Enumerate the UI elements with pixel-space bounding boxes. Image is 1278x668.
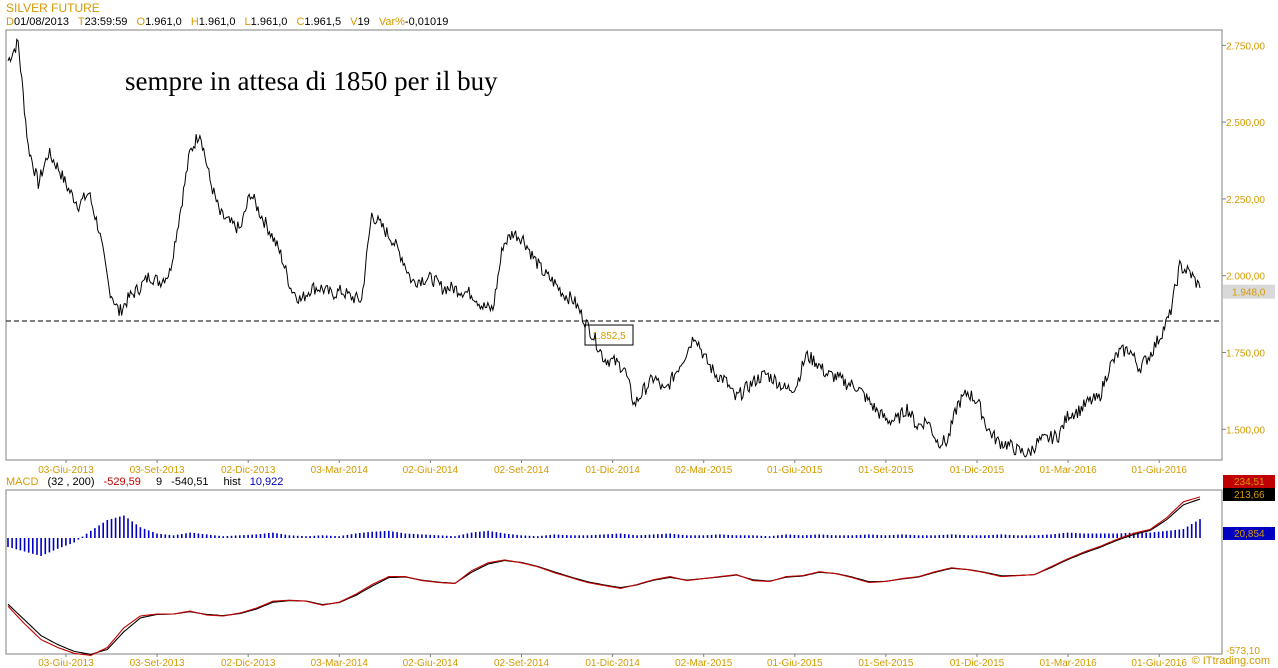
ohlc-key: O <box>136 16 146 28</box>
macd-line <box>7 496 1201 656</box>
chart-annotation: sempre in attesa di 1850 per il buy <box>125 66 498 96</box>
macd-panel-frame <box>5 489 1223 655</box>
macd-value-label: 20,854 <box>1234 529 1265 540</box>
last-value-label: 1.948,0 <box>1232 288 1266 299</box>
x-tick-label: 02-Set-2014 <box>494 658 549 668</box>
y-tick-label: 2.250,00 <box>1226 195 1265 206</box>
ohlc-value: 01/08/2013 <box>13 16 70 28</box>
x-tick-label: 01-Dic-2014 <box>585 465 640 476</box>
ohlc-readout: D01/08/2013 T23:59:59 O1.961,0 H1.961,0 … <box>6 16 448 28</box>
x-tick-label: 02-Giu-2014 <box>403 465 459 476</box>
x-tick-label: 02-Set-2014 <box>494 465 549 476</box>
price-panel-frame <box>5 29 1223 461</box>
x-tick-label: 03-Mar-2014 <box>311 465 369 476</box>
ohlc-key: Var% <box>378 16 405 28</box>
ohlc-key: L <box>244 16 251 28</box>
x-tick-label: 01-Dic-2015 <box>950 658 1005 668</box>
x-tick-label: 01-Dic-2014 <box>585 658 640 668</box>
x-tick-label: 02-Dic-2013 <box>221 658 276 668</box>
y-tick-label: 2.750,00 <box>1226 41 1265 52</box>
x-tick-label: 02-Giu-2014 <box>403 658 459 668</box>
signal-value: -540,51 <box>171 476 209 488</box>
last-value-badge <box>1223 284 1275 299</box>
x-tick-label: 02-Dic-2013 <box>221 465 276 476</box>
x-tick-label: 03-Giu-2013 <box>38 658 94 668</box>
x-tick-label: 01-Giu-2016 <box>1131 658 1187 668</box>
ohlc-key: H <box>190 16 199 28</box>
x-tick-label: 02-Mar-2015 <box>675 465 733 476</box>
y-tick-label: 1.500,00 <box>1226 425 1265 436</box>
macd-bottom-label: -573,10 <box>1226 646 1260 657</box>
price-series-line <box>7 38 1201 458</box>
macd-value-badge <box>1223 527 1275 540</box>
x-tick-label: 03-Giu-2013 <box>38 465 94 476</box>
ohlc-key: C <box>296 16 305 28</box>
x-tick-label: 01-Giu-2016 <box>1131 465 1187 476</box>
macd-title: MACD <box>6 476 39 488</box>
hist-label: hist <box>223 476 241 488</box>
macd-header: MACD (32 , 200) -529,59 9 -540,51 hist 1… <box>6 476 283 488</box>
y-tick-label: 2.000,00 <box>1226 272 1265 283</box>
macd-params: (32 , 200) <box>47 476 95 488</box>
ohlc-value: 1.961,0 <box>250 16 288 28</box>
y-tick-label: 2.500,00 <box>1226 118 1265 129</box>
level-label-box <box>584 324 634 346</box>
level-label: 1.852,5 <box>592 331 626 342</box>
watermark: © ITtrading.com <box>1191 655 1270 667</box>
ohlc-key: T <box>77 16 85 28</box>
ohlc-value: 23:59:59 <box>84 16 128 28</box>
macd-value-badge <box>1223 475 1275 488</box>
macd-value-badge <box>1223 488 1275 501</box>
ohlc-value: 1.961,5 <box>304 16 342 28</box>
signal-period: 9 <box>155 476 163 488</box>
ohlc-key: D <box>6 16 14 28</box>
ohlc-value: -0,01019 <box>404 16 449 28</box>
x-tick-label: 01-Giu-2015 <box>767 465 823 476</box>
x-tick-label: 01-Dic-2015 <box>950 465 1005 476</box>
signal-line <box>7 498 1201 655</box>
x-tick-label: 01-Set-2015 <box>858 465 913 476</box>
x-tick-label: 02-Mar-2015 <box>675 658 733 668</box>
ohlc-value: 1.961,0 <box>145 16 182 28</box>
macd-value-label: 213,66 <box>1234 490 1265 501</box>
chart-title: SILVER FUTURE <box>6 1 100 15</box>
x-tick-label: 01-Mar-2016 <box>1039 465 1097 476</box>
x-tick-label: 03-Mar-2014 <box>311 658 369 668</box>
hist-value: 10,922 <box>249 476 284 488</box>
x-tick-label: 03-Set-2013 <box>130 465 185 476</box>
x-tick-label: 03-Set-2013 <box>130 658 185 668</box>
x-tick-label: 01-Set-2015 <box>858 658 913 668</box>
ohlc-value: 1.961,0 <box>198 16 236 28</box>
ohlc-key: V <box>350 16 358 28</box>
macd-value-label: 234,51 <box>1234 477 1265 488</box>
ohlc-value: 19 <box>357 16 370 28</box>
x-tick-label: 01-Mar-2016 <box>1039 658 1097 668</box>
y-tick-label: 1.750,00 <box>1226 349 1265 360</box>
x-tick-label: 01-Giu-2015 <box>767 658 823 668</box>
macd-value: -529,59 <box>103 476 141 488</box>
